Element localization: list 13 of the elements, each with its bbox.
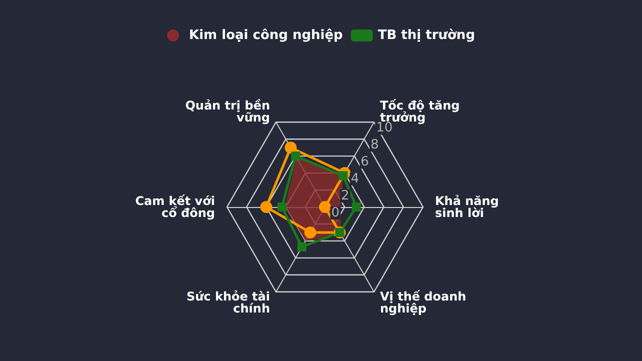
y-tick-label: 4 [350, 172, 360, 187]
y-tick-label: 0 [331, 206, 340, 220]
y-tick-label: 8 [370, 138, 379, 153]
spoke-label: Vị thế doanh nghiệp [380, 289, 466, 316]
spoke-label: Cam kết với cổ đông [135, 194, 215, 220]
legend-label: Kim loại công nghiệp [189, 28, 343, 43]
spoke-label: Khả năng sinh lời [435, 194, 499, 220]
y-tick-label: 2 [341, 188, 350, 204]
spoke-label: Quản trị bền vững [185, 98, 270, 125]
y-tick-label: 6 [360, 154, 369, 170]
legend-label: TB thị trường [378, 28, 476, 43]
spoke-label: Sức khỏe tài chính [186, 289, 270, 316]
y-tick-label: 10 [376, 120, 393, 136]
